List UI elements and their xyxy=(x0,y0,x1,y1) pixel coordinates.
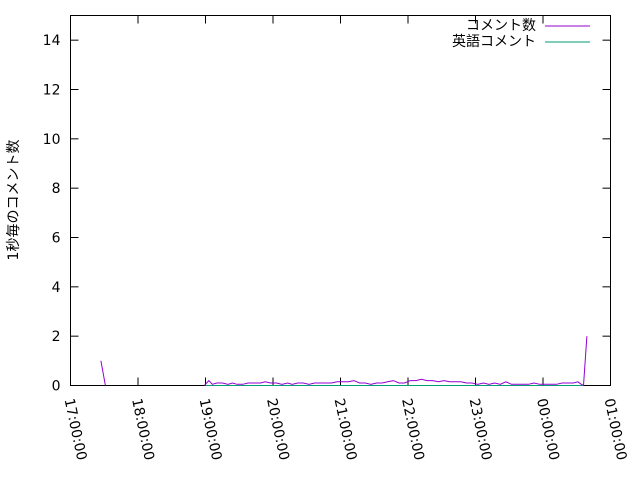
series-line-comment-count xyxy=(204,336,588,387)
x-tick-label: 19:00:00 xyxy=(196,397,225,462)
x-tick-label: 23:00:00 xyxy=(466,397,495,462)
x-tick-label: 21:00:00 xyxy=(331,397,360,462)
y-tick-label: 10 xyxy=(43,132,61,148)
legend-label-comment-count: コメント数 xyxy=(466,18,536,34)
plot-border xyxy=(70,15,611,386)
y-tick-label: 0 xyxy=(52,379,61,395)
y-tick-label: 14 xyxy=(43,33,61,49)
legend: コメント数 英語コメント xyxy=(452,18,590,50)
x-tick-label: 00:00:00 xyxy=(533,397,562,462)
legend-label-english-comments: 英語コメント xyxy=(452,33,536,50)
x-tick-label: 18:00:00 xyxy=(128,397,157,462)
y-axis-label: 1秒毎のコメント数 xyxy=(6,140,22,261)
x-tick-label: 20:00:00 xyxy=(263,397,292,462)
y-tick-label: 8 xyxy=(52,181,61,197)
x-tick-label: 17:00:00 xyxy=(61,397,90,462)
y-tick-label: 2 xyxy=(52,329,61,345)
x-tick-label: 01:00:00 xyxy=(601,397,630,462)
y-tick-label: 12 xyxy=(43,83,61,99)
series-line-comment-count xyxy=(100,360,106,386)
y-tick-label: 6 xyxy=(52,231,61,247)
y-tick-label: 4 xyxy=(52,280,61,296)
x-tick-label: 22:00:00 xyxy=(398,397,427,462)
